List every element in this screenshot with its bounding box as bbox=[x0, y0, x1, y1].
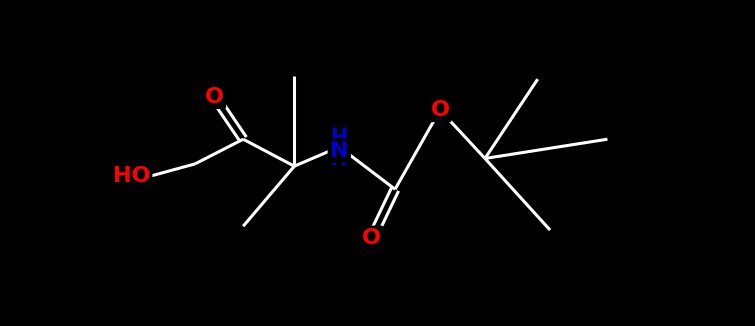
Text: HO: HO bbox=[112, 166, 150, 186]
Text: O: O bbox=[205, 87, 224, 107]
Text: O: O bbox=[362, 228, 381, 248]
Text: H: H bbox=[331, 128, 348, 148]
Text: N: N bbox=[330, 141, 349, 161]
Text: O: O bbox=[430, 100, 449, 120]
Text: H
N: H N bbox=[330, 125, 349, 169]
